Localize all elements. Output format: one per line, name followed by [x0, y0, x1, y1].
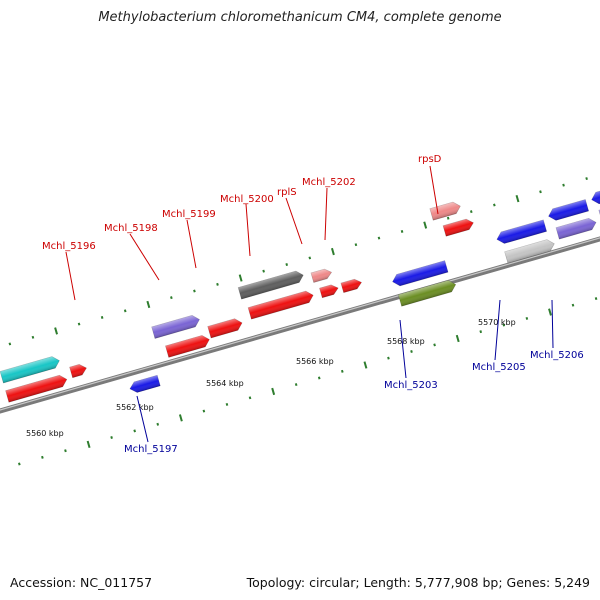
tick-mark — [317, 376, 321, 380]
tick-mark — [502, 323, 506, 327]
tick-mark — [41, 455, 44, 459]
tick-mark — [248, 396, 252, 400]
tick-mark — [271, 387, 276, 396]
tick-mark — [548, 308, 552, 316]
tick-label-5564: 5564 kbp — [206, 379, 244, 388]
gene-arrow-shade — [548, 199, 589, 221]
gene-label-rpls: rplS — [277, 187, 297, 198]
tick-mark — [156, 422, 160, 426]
tick-mark — [363, 361, 368, 369]
tick-mark — [225, 402, 229, 406]
gene-label-rpsd: rpsD — [418, 154, 442, 165]
tick-mark — [594, 297, 598, 301]
gene-arrow-shade — [443, 219, 474, 237]
tick-mark — [8, 342, 12, 346]
tick-mark — [479, 330, 483, 334]
tick-mark — [455, 334, 460, 343]
gene-label-mchl-5200: Mchl_5200 — [220, 194, 274, 205]
gene-label-mchl-5196: Mchl_5196 — [42, 241, 96, 252]
tick-mark — [515, 194, 520, 203]
accession-text: Accession: NC_011757 — [10, 575, 153, 590]
tick-mark — [77, 322, 81, 326]
gene-label-mchl-5199: Mchl_5199 — [162, 209, 216, 220]
gene-arrow-shade — [429, 202, 461, 221]
tick-label-5570: 5570 kbp — [478, 318, 516, 327]
tick-mark — [410, 350, 413, 353]
tick-mark — [469, 210, 473, 214]
tick-mark — [433, 343, 436, 347]
gene-arrow-shade — [151, 315, 200, 339]
tick-mark — [100, 315, 104, 319]
gene-arrow-shade — [248, 291, 314, 320]
tick-mark — [585, 177, 588, 181]
tick-mark — [539, 190, 542, 194]
gene-label-mchl-5206: Mchl_5206 — [530, 350, 584, 361]
tick-mark — [571, 303, 575, 307]
genome-summary: Topology: circular; Length: 5,777,908 bp… — [246, 575, 590, 590]
gene-arrow-shade — [165, 335, 210, 358]
tick-mark — [110, 436, 113, 439]
tick-mark — [387, 356, 390, 360]
tick-mark — [400, 229, 404, 233]
tick-mark — [285, 263, 289, 267]
gene-arrow-shade — [69, 364, 87, 378]
gene-label-mchl-5202: Mchl_5202 — [302, 177, 356, 188]
tick-mark — [202, 409, 206, 413]
tick-label-5562: 5562 kbp — [116, 403, 154, 412]
tick-mark — [423, 221, 428, 229]
tick-row-outer — [8, 177, 588, 346]
tick-label-5560: 5560 kbp — [26, 429, 64, 438]
tick-mark — [446, 216, 450, 220]
gene-features — [0, 182, 600, 403]
tick-mark — [354, 243, 358, 247]
gene-arrow-shade — [340, 279, 362, 293]
tick-mark — [178, 414, 183, 422]
gene-arrow-shade — [398, 280, 456, 307]
tick-mark — [525, 316, 529, 320]
tick-mark — [64, 449, 67, 453]
tick-mark — [377, 236, 381, 240]
gene-label-mchl-5205: Mchl_5205 — [472, 362, 526, 373]
gene-label-mchl-5203: Mchl_5203 — [384, 380, 438, 391]
tick-mark — [133, 429, 136, 433]
tick-label-5568: 5568 kbp — [387, 337, 425, 346]
tick-mark — [341, 369, 344, 373]
map-title: Methylobacterium chloromethanicum CM4, c… — [98, 10, 502, 25]
tick-mark — [170, 296, 173, 300]
tick-mark — [238, 274, 243, 282]
tick-mark — [123, 309, 127, 313]
gene-label-mchl-5197: Mchl_5197 — [124, 444, 178, 455]
tick-mark — [262, 269, 265, 273]
gene-arrow-shade — [129, 375, 161, 393]
gene-arrow-shade — [496, 219, 547, 244]
gene-arrow-shade — [504, 239, 555, 264]
tick-mark — [18, 462, 21, 466]
gene-arrow-shade — [319, 284, 339, 298]
gene-arrow-shade — [555, 218, 597, 240]
tick-mark — [308, 256, 312, 260]
gene-arrow-shade — [392, 260, 449, 286]
tick-mark — [294, 383, 298, 387]
gene-arrow-shade — [0, 356, 60, 383]
genome-backbone — [0, 215, 600, 425]
tick-mark — [146, 300, 151, 309]
gene-arrow-shade — [207, 318, 243, 338]
tick-mark — [216, 282, 219, 286]
tick-label-5566: 5566 kbp — [296, 357, 334, 366]
tick-mark — [562, 183, 565, 187]
tick-mark — [86, 440, 91, 449]
tick-mark — [330, 247, 335, 256]
tick-mark — [493, 203, 496, 207]
gene-arrow-shade — [591, 182, 600, 204]
gene-arrow-shade — [5, 375, 67, 403]
tick-mark — [31, 335, 35, 339]
tick-row-inner — [18, 297, 598, 466]
gene-arrow-shade — [238, 271, 304, 300]
tick-mark — [54, 327, 59, 335]
tick-mark — [193, 289, 196, 293]
gene-label-mchl-5198: Mchl_5198 — [104, 223, 158, 234]
gene-arrow-shade — [310, 269, 332, 283]
